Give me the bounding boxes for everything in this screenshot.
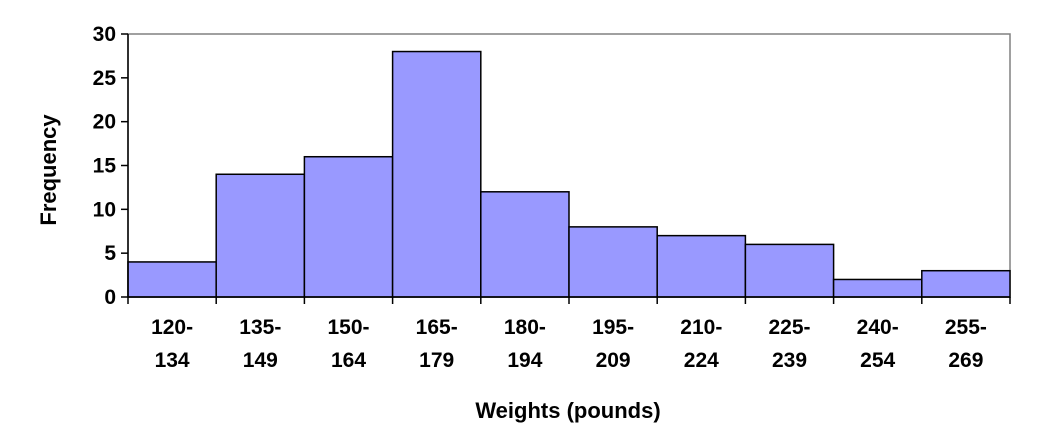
y-tick-label: 15: [93, 155, 117, 178]
x-tick-label: 240-254: [857, 316, 899, 372]
x-tick-label: 210-224: [680, 316, 722, 372]
bar: [744, 243, 835, 298]
y-tick-label: 10: [93, 198, 116, 221]
x-tick-label: 195-209: [592, 316, 634, 372]
bar: [832, 278, 923, 298]
x-tick-label: 120-134: [151, 316, 193, 372]
bar: [568, 226, 658, 298]
y-tick-label: 0: [104, 286, 116, 309]
x-tick-label: 150-164: [327, 316, 369, 372]
bar: [215, 173, 306, 298]
x-tick-label: 180-194: [504, 316, 546, 372]
y-tick-label: 30: [93, 23, 116, 46]
x-tick-label: 255-269: [945, 316, 987, 372]
bar: [656, 234, 747, 298]
bar: [921, 269, 1011, 298]
x-tick-label: 135-149: [239, 316, 281, 372]
x-tick-label: 165-179: [416, 316, 458, 372]
x-axis: 120-134 135-149 150-164 165-179 180-194 195-2…: [127, 296, 1011, 372]
y-tick-label: 20: [93, 111, 116, 134]
bar: [391, 50, 482, 298]
bar: [127, 261, 217, 298]
bar: [303, 155, 394, 298]
x-tick-label: 225-239: [768, 316, 810, 372]
y-axis-title: Frequency: [36, 114, 61, 226]
y-tick-label: 25: [93, 67, 117, 90]
y-axis: 0 5 10 15 20 25 30: [93, 23, 129, 309]
y-tick-label: 5: [104, 242, 116, 265]
bars: [127, 50, 1011, 298]
x-axis-title: Weights (pounds): [475, 398, 660, 423]
bar: [480, 191, 570, 298]
